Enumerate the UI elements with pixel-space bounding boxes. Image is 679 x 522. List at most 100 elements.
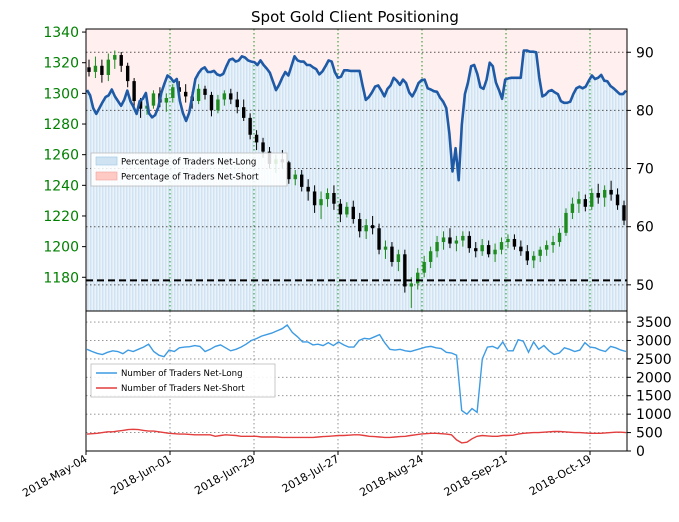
candle-body [390,246,394,262]
candle-body [287,162,291,180]
candle-body [248,117,252,135]
percentage-tick-label: 90 [636,45,654,61]
date-tick-label: 2018-Jun-01 [108,452,173,497]
candle-body [538,249,542,256]
price-tick-label: 1200 [43,240,79,256]
date-tick-label: 2018-Jun-29 [192,452,257,497]
candle-body [261,142,265,152]
price-legend-box [90,152,288,187]
legend-label-net-short-count: Number of Traders Net-Short [121,384,245,394]
price-axis-left: 1180 1200 1220 1240 1260 1280 1300 1320 1340 [43,25,86,286]
trader-count-axis-right: 0 500 1000 1500 2000 2500 3000 3500 [627,315,672,460]
trader-count-tick-label: 1000 [636,407,672,423]
candle-body [422,261,426,273]
candle-body [596,192,600,198]
candle-body [235,99,239,108]
price-tick-label: 1260 [43,148,79,164]
price-tick-label: 1240 [43,178,79,194]
trader-count-legend-box [90,363,276,398]
net-long-count-line [86,324,627,416]
candle-body [377,228,381,250]
date-tick-label: 2018-Aug-24 [357,452,425,499]
trader-count-panel: 0 500 1000 1500 2000 2500 3000 3500 Number of T… [85,310,672,460]
trader-count-tick-label: 2000 [636,370,672,386]
candle-body [364,225,368,232]
date-tick-label: 2018-May-04 [20,452,89,500]
candle-body [403,254,407,287]
date-axis: 2018-May-04 2018-Jun-01 2018-Jun-29 2018-Ju… [20,451,594,500]
trader-count-tick-label: 0 [636,444,645,460]
candle-body [609,189,613,195]
candle-body [383,246,388,250]
candle-body [229,93,233,100]
candle-body [358,219,362,232]
candle-body [171,87,175,98]
date-tick-label: 2018-Oct-19 [527,452,593,498]
candle-body [138,101,143,109]
candle-body [254,134,259,143]
legend-swatch-net-short [95,171,118,181]
price-tick-label: 1280 [43,117,79,133]
trader-count-tick-label: 3500 [636,315,672,331]
candle-body [325,192,330,200]
trader-count-legend: Number of Traders Net-Long Number of Tra… [90,363,276,398]
candle-body [570,203,575,213]
candle-body [577,199,581,204]
date-tick-label: 2018-Jul-27 [280,452,342,495]
net-long-area [87,50,626,311]
candle-body [125,65,130,82]
candlestick-series [87,50,626,308]
candle-body [454,240,459,244]
candle-body [474,248,478,252]
percentage-tick-label: 80 [636,103,654,119]
candle-body [512,238,517,247]
candle-body [557,232,562,243]
candle-body [448,237,452,244]
price-legend: Percentage of Traders Net-Long Percentag… [90,152,288,187]
candle-body [370,225,375,229]
candle-body [345,206,349,215]
legend-label-net-short: Percentage of Traders Net-Short [121,173,259,183]
candle-body [332,192,336,204]
candle-body [506,238,510,243]
candle-body [590,192,594,207]
price-tick-label: 1320 [43,56,79,72]
chart-title: Spot Gold Client Positioning [251,8,459,26]
legend-label-net-long: Percentage of Traders Net-Long [121,158,256,168]
candle-body [132,81,136,102]
net-long-percentage-line [85,49,627,182]
candle-body [87,67,91,72]
candle-body [319,199,323,206]
candle-body [622,205,626,221]
candle-body [306,186,310,192]
candle-body [532,255,536,261]
candle-body [196,88,201,102]
candle-body [351,206,355,220]
candle-body [119,55,123,66]
candle-body [486,245,491,255]
candle-body [203,88,207,95]
trader-count-tick-label: 3000 [636,333,672,349]
price-tick-label: 1180 [43,270,79,286]
candle-body [544,245,549,250]
candle-body [93,65,98,72]
legend-swatch-net-long [95,156,118,166]
price-panel: 1180 1200 1220 1240 1260 1280 1300 1320 1340 50 6… [43,25,654,312]
candle-body [615,194,620,206]
trader-count-tick-label: 500 [636,426,663,442]
candle-body [338,203,343,215]
candle-body [151,93,156,106]
trader-count-frame [85,310,628,452]
candle-body [409,283,413,287]
candle-body [480,245,484,252]
price-tick-label: 1300 [43,86,79,102]
percentage-axis-right: 50 60 70 80 90 [627,45,654,294]
candle-body [312,191,317,206]
candle-body [241,107,246,118]
candle-body [222,93,227,100]
percentage-tick-label: 70 [636,162,654,178]
candle-body [300,174,304,187]
candle-body [435,242,439,252]
